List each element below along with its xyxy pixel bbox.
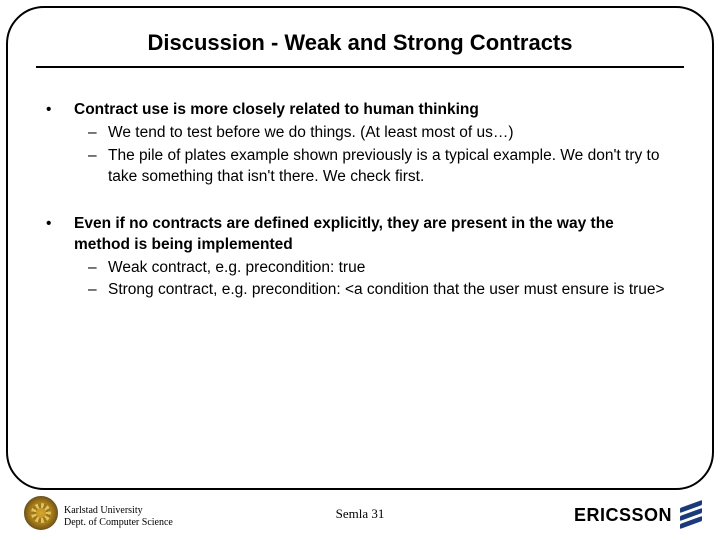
slide: Discussion - Weak and Strong Contracts •…: [0, 0, 720, 540]
ericsson-stripes-icon: [680, 502, 702, 528]
sub-bullet: – Weak contract, e.g. precondition: true: [88, 258, 674, 279]
bullet-marker: •: [46, 214, 74, 302]
slide-title: Discussion - Weak and Strong Contracts: [0, 30, 720, 56]
page-number: Semla 31: [336, 506, 385, 522]
ericsson-wordmark: ERICSSON: [574, 505, 672, 526]
bullet-lead: Even if no contracts are defined explici…: [74, 214, 674, 256]
affiliation-line2: Dept. of Computer Science: [64, 517, 173, 529]
affiliation-line1: Karlstad University: [64, 505, 173, 517]
slide-body: • Contract use is more closely related t…: [46, 100, 674, 327]
bullet-lead: Contract use is more closely related to …: [74, 100, 674, 121]
sub-text: The pile of plates example shown previou…: [108, 146, 674, 188]
sub-bullet: – We tend to test before we do things. (…: [88, 123, 674, 144]
sub-bullet: – The pile of plates example shown previ…: [88, 146, 674, 188]
sub-text: Weak contract, e.g. precondition: true: [108, 258, 365, 279]
karlstad-logo-icon: [24, 496, 58, 530]
affiliation-text: Karlstad University Dept. of Computer Sc…: [64, 505, 173, 528]
title-underline: [36, 66, 684, 68]
sub-bullet: – Strong contract, e.g. precondition: <a…: [88, 280, 674, 301]
bullet-1: • Contract use is more closely related t…: [46, 100, 674, 188]
ericsson-logo: ERICSSON: [574, 502, 702, 528]
bullet-marker: •: [46, 100, 74, 188]
sub-marker: –: [88, 123, 108, 144]
sub-marker: –: [88, 258, 108, 279]
sub-marker: –: [88, 280, 108, 301]
sub-marker: –: [88, 146, 108, 188]
bullet-2: • Even if no contracts are defined expli…: [46, 214, 674, 302]
footer: Karlstad University Dept. of Computer Sc…: [0, 490, 720, 534]
sub-text: Strong contract, e.g. precondition: <a c…: [108, 280, 665, 301]
bullet-content: Contract use is more closely related to …: [74, 100, 674, 188]
bullet-content: Even if no contracts are defined explici…: [74, 214, 674, 302]
sub-text: We tend to test before we do things. (At…: [108, 123, 514, 144]
